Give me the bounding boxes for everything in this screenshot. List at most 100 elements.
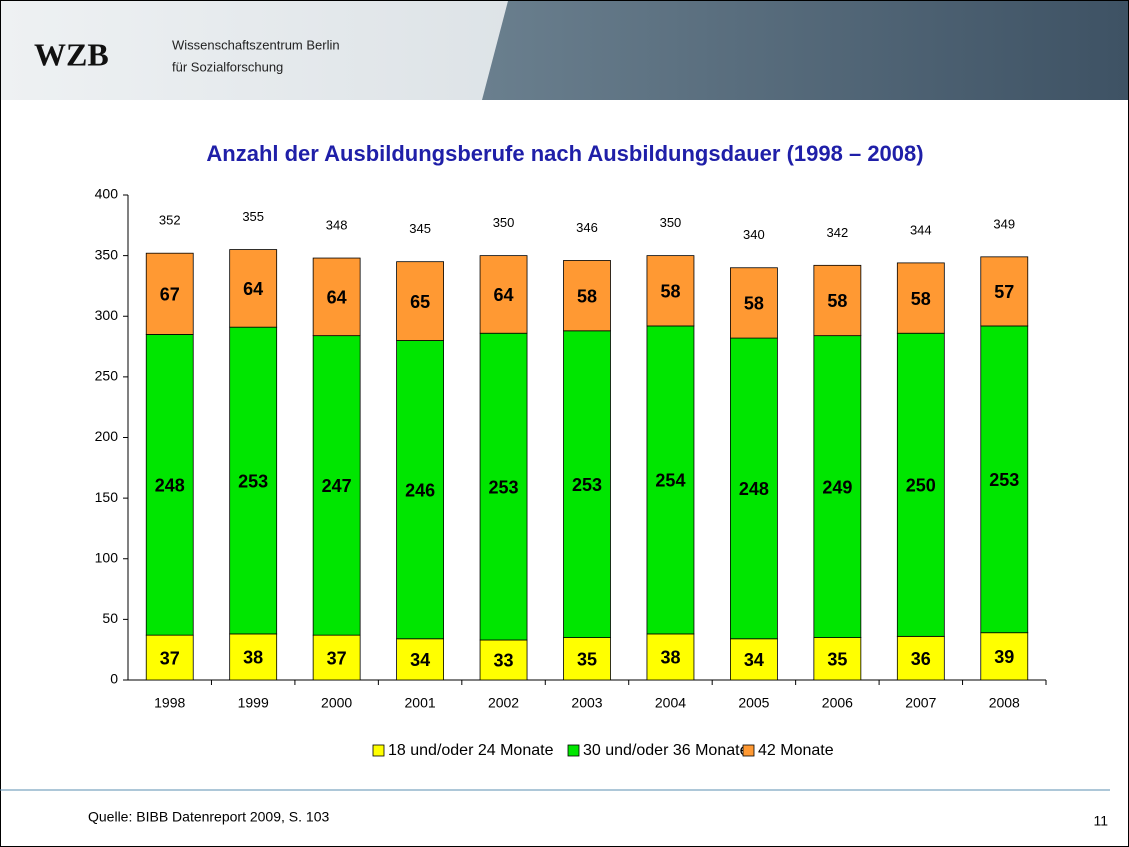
bar-segment — [396, 261, 444, 341]
segment-label: 38 — [660, 648, 680, 668]
logo: WZB — [34, 36, 109, 72]
segment-label: 33 — [494, 651, 514, 671]
segment-label: 58 — [660, 282, 680, 302]
y-tick-label: 300 — [95, 307, 119, 323]
segment-label: 58 — [744, 294, 764, 314]
bar-segment — [145, 334, 194, 636]
segment-label: 253 — [989, 470, 1019, 490]
segment-label: 253 — [238, 471, 268, 491]
segment-label: 250 — [906, 476, 936, 496]
x-tick-label: 2005 — [738, 695, 769, 711]
total-label: 340 — [743, 227, 765, 242]
segment-label: 248 — [155, 476, 185, 496]
total-label: 345 — [409, 221, 431, 236]
segment-label: 64 — [327, 288, 347, 308]
legend-swatch — [372, 744, 385, 757]
bar-segment — [312, 634, 361, 681]
legend-label: 42 Monate — [758, 742, 834, 759]
segment-label: 58 — [911, 289, 931, 309]
segment-label: 64 — [494, 285, 514, 305]
bar-segment — [396, 340, 444, 640]
segment-label: 249 — [822, 477, 852, 497]
bar-segment — [896, 332, 945, 637]
segment-label: 254 — [655, 471, 685, 491]
y-tick-label: 400 — [95, 186, 119, 202]
bar-segment — [145, 252, 194, 335]
bar-segment — [479, 639, 528, 681]
segment-label: 35 — [577, 650, 597, 670]
bar-segment — [563, 330, 611, 638]
org-name: Wissenschaftszentrum Berlin — [172, 37, 340, 52]
bar-segment — [730, 337, 778, 640]
y-tick-label: 250 — [95, 368, 119, 384]
bar-segment — [312, 335, 361, 636]
bar-segment — [646, 255, 695, 327]
segment-label: 253 — [489, 477, 519, 497]
segment-label: 38 — [243, 648, 263, 668]
legend-label: 30 und/oder 36 Monate — [583, 742, 749, 759]
x-tick-label: 1998 — [154, 695, 185, 711]
chart-title: Anzahl der Ausbildungsberufe nach Ausbil… — [206, 141, 923, 166]
bar-segment — [813, 335, 862, 638]
segment-label: 58 — [827, 291, 847, 311]
bar-segment — [479, 255, 528, 334]
segment-label: 246 — [405, 480, 435, 500]
segment-label: 37 — [327, 648, 347, 668]
total-label: 352 — [159, 213, 181, 228]
x-tick-label: 2000 — [321, 695, 352, 711]
y-tick-label: 350 — [95, 246, 119, 262]
x-tick-label: 2008 — [989, 695, 1020, 711]
segment-label: 36 — [911, 649, 931, 669]
bar-segment — [229, 633, 278, 681]
segment-label: 58 — [577, 286, 597, 306]
y-tick-label: 50 — [102, 610, 118, 626]
bar-segment — [396, 638, 444, 681]
segment-label: 253 — [572, 475, 602, 495]
x-tick-label: 2002 — [488, 695, 519, 711]
segment-label: 248 — [739, 479, 769, 499]
segment-label: 34 — [410, 650, 430, 670]
bar-segment — [896, 635, 945, 681]
bar-segment — [563, 637, 611, 681]
x-tick-label: 2004 — [655, 695, 686, 711]
segment-label: 39 — [994, 647, 1014, 667]
x-tick-label: 2006 — [822, 695, 853, 711]
bar-segment — [145, 634, 194, 681]
segment-label: 34 — [744, 650, 764, 670]
header-accent — [482, 1, 1128, 100]
legend-swatch — [567, 744, 580, 757]
bar-segment — [980, 256, 1029, 327]
segment-label: 37 — [160, 648, 180, 668]
total-label: 348 — [326, 217, 348, 232]
segment-label: 247 — [322, 476, 352, 496]
x-tick-label: 2001 — [405, 695, 436, 711]
bar-segment — [646, 633, 695, 681]
total-label: 355 — [242, 209, 264, 224]
segment-label: 35 — [827, 650, 847, 670]
bar-segment — [229, 326, 278, 635]
bar-segment — [813, 637, 862, 681]
bar-segment — [896, 262, 945, 334]
bar-segment — [229, 249, 278, 328]
bar-segment — [980, 325, 1029, 634]
page-number: 11 — [1093, 813, 1108, 829]
total-label: 350 — [493, 215, 515, 230]
bar-segment — [730, 638, 778, 681]
bar-segment — [646, 325, 695, 635]
total-label: 350 — [660, 215, 682, 230]
y-tick-label: 0 — [110, 671, 118, 687]
bar-segment — [813, 264, 862, 337]
legend-label: 18 und/oder 24 Monate — [388, 742, 554, 759]
y-tick-label: 100 — [95, 549, 119, 565]
bar-segment — [312, 257, 361, 337]
x-tick-label: 2003 — [571, 695, 602, 711]
total-label: 346 — [576, 220, 598, 235]
y-tick-label: 200 — [95, 428, 119, 444]
total-label: 342 — [827, 225, 849, 240]
bar-segment — [730, 267, 778, 339]
bar-segment — [563, 260, 611, 332]
total-label: 349 — [993, 216, 1015, 231]
x-tick-label: 1999 — [238, 695, 269, 711]
segment-label: 57 — [994, 282, 1014, 302]
